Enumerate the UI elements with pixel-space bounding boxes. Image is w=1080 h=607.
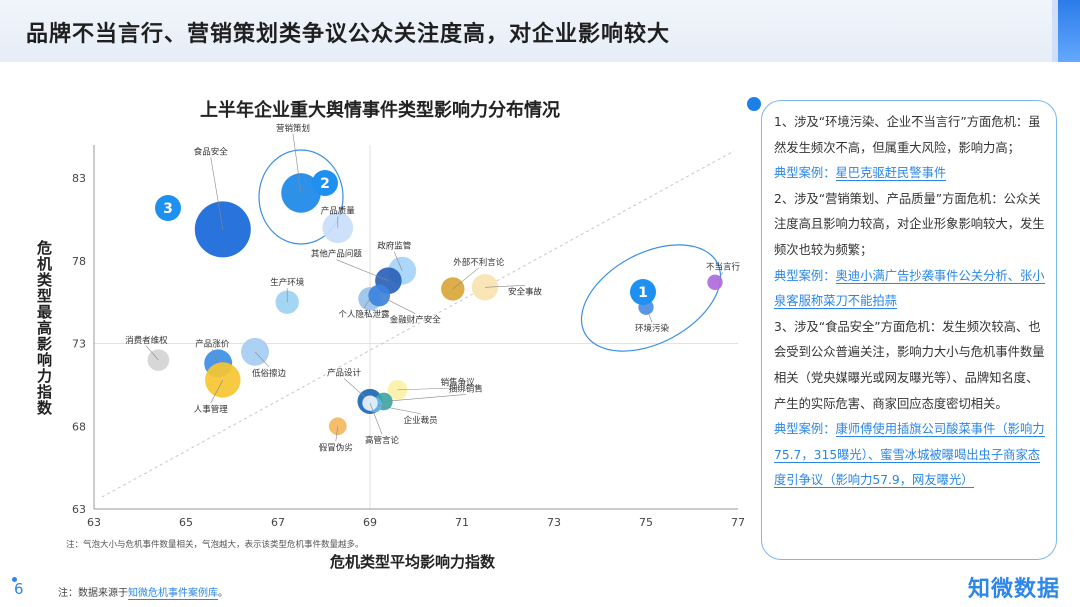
group-badge — [155, 195, 181, 221]
leader-line — [374, 404, 421, 415]
header-bar: 品牌不当言行、营销策划类争议公众关注度高，对企业影响较大 — [0, 0, 1080, 62]
brand-logo: 知微数据 — [968, 577, 1061, 602]
leader-line — [211, 349, 219, 364]
bubble-label: 产品涨价 — [195, 338, 230, 349]
x-tick-label: 77 — [731, 516, 745, 529]
group-badge-label: 2 — [320, 176, 330, 192]
x-axis-label: 危机类型平均影响力指数 — [330, 553, 496, 571]
panel-bullet-dot — [747, 97, 761, 111]
case-2-label: 典型案例： — [774, 268, 836, 283]
bubble-label: 金融财产安全 — [390, 315, 442, 326]
leader-line — [369, 403, 383, 435]
x-tick-label: 75 — [639, 516, 653, 529]
header-accent-light — [1052, 0, 1058, 62]
leader-line — [645, 307, 653, 323]
bubble-label: 产品设计 — [327, 367, 362, 378]
group-ellipse-1 — [580, 244, 722, 352]
x-tick-label: 63 — [87, 516, 101, 529]
analysis-point-1: 1、涉及“环境污染、企业不当言行”方面危机：虽然发生频次不高，但属重大风险，影响… — [774, 115, 1041, 155]
source-link[interactable]: 知微危机事件案例库 — [128, 588, 218, 600]
leader-line — [397, 387, 458, 391]
group-badge-label: 3 — [163, 201, 173, 217]
bubble-label: 生产环境 — [270, 277, 305, 288]
case-1-link[interactable]: 星巴克驱赶民警事件 — [835, 166, 947, 182]
y-tick-label: 68 — [72, 420, 86, 433]
leader-line — [393, 251, 403, 271]
case-1: 典型案例：星巴克驱赶民警事件 — [774, 161, 1046, 187]
y-tick-label: 73 — [72, 338, 86, 351]
bubble-label: 食品安全 — [194, 146, 229, 157]
leader-line — [335, 426, 339, 442]
page-number: 6 — [14, 580, 24, 598]
y-tick-label: 83 — [72, 172, 86, 185]
chart-footnote: 注：气泡大小与危机事件数量相关，气泡越大，表示该类型危机事件数量越多。 — [66, 540, 364, 550]
bubble — [471, 274, 499, 301]
bubble-label: 假冒伪劣 — [319, 442, 354, 453]
bubble-label: 企业裁员 — [404, 415, 438, 426]
group-ellipse-2 — [258, 149, 344, 245]
bubble — [387, 379, 408, 400]
bubble-label: 高管言论 — [365, 435, 400, 446]
analysis-text: 1、涉及“环境污染、企业不当言行”方面危机：虽然发生频次不高，但属重大风险，影响… — [774, 110, 1046, 494]
leader-line — [146, 345, 159, 361]
analysis-panel — [761, 100, 1057, 560]
case-2-link[interactable]: 奥迪小满广告抄袭事件公关分析、张小泉客服称菜刀不能拍蒜 — [774, 268, 1045, 310]
x-tick-label: 69 — [363, 516, 377, 529]
bubble-label: 政府监管 — [377, 241, 411, 252]
source-suffix: 。 — [218, 588, 228, 599]
case-2: 典型案例：奥迪小满广告抄袭事件公关分析、张小泉客服称菜刀不能拍蒜 — [774, 264, 1046, 315]
bubble-label: 人事管理 — [194, 404, 229, 415]
bubble-label: 环境污染 — [635, 323, 670, 334]
bubble-label: 个人隐私泄露 — [338, 309, 390, 320]
bubble-label: 捆绑销售 — [449, 383, 483, 394]
leader-line — [210, 157, 224, 230]
bubble — [441, 277, 465, 301]
case-3-label: 典型案例： — [774, 422, 836, 437]
leader-line — [292, 133, 302, 194]
y-tick-label: 63 — [72, 503, 86, 516]
bubble-label: 营销策划 — [276, 123, 310, 134]
bubble-label: 低俗擦边 — [252, 368, 287, 379]
bubble-label: 产品质量 — [321, 206, 356, 217]
bubble — [205, 362, 241, 398]
analysis-point-3: 3、涉及“食品安全”方面危机：发生频次较高、也会受到公众普遍关注，影响力大小与危… — [774, 319, 1045, 411]
leader-line — [336, 259, 389, 281]
bubble-label: 销售争议 — [441, 377, 476, 388]
y-axis-label: 危机类型最高影响力指数 — [35, 240, 53, 416]
group-badge — [630, 279, 656, 305]
page-dot — [12, 577, 17, 582]
bubble-label: 安全事故 — [508, 286, 543, 297]
bubble-label: 不当言行 — [706, 261, 741, 272]
bubble — [194, 201, 251, 258]
leader-line — [484, 284, 526, 288]
group-badge-label: 1 — [638, 285, 648, 301]
leader-line — [363, 298, 371, 309]
bubble-chart: 63 65 67 69 71 73 75 77 63 68 73 78 83 食品安全 营销策划产品质量政府… — [72, 123, 745, 529]
leader-line — [210, 379, 224, 404]
source-prefix: 注：数据来源于 — [58, 588, 128, 599]
leader-line — [379, 295, 416, 314]
leader-line — [452, 267, 479, 290]
case-1-label: 典型案例： — [774, 166, 836, 181]
case-3-link[interactable]: 康师傅使用插旗公司酸菜事件（影响力75.7，315曝光）、蜜雪冰城被曝喝出虫子商… — [774, 422, 1045, 489]
leader-line — [383, 394, 466, 402]
bubble-label: 其他产品问题 — [311, 249, 363, 260]
x-tick-label: 65 — [179, 516, 193, 529]
bubble-label: 外部不利言论 — [453, 257, 505, 268]
x-tick-label: 67 — [271, 516, 285, 529]
bubble-label: 消费者维权 — [125, 335, 168, 346]
y-tick-label: 78 — [72, 255, 86, 268]
source-note: 注：数据来源于知微危机事件案例库。 — [58, 584, 228, 600]
group-badge — [312, 170, 338, 196]
leader-line — [714, 272, 724, 283]
header-accent — [1058, 0, 1080, 62]
case-3: 典型案例：康师傅使用插旗公司酸菜事件（影响力75.7，315曝光）、蜜雪冰城被曝… — [774, 417, 1046, 494]
diagonal-trend-line — [101, 150, 735, 498]
leader-line — [254, 351, 270, 368]
x-tick-label: 73 — [547, 516, 561, 529]
page-title: 品牌不当言行、营销策划类争议公众关注度高，对企业影响较大 — [26, 22, 671, 47]
analysis-point-2: 2、涉及“营销策划、产品质量”方面危机：公众关注度高且影响力较高，对企业形象影响… — [774, 191, 1045, 257]
x-tick-label: 71 — [455, 516, 469, 529]
chart-title: 上半年企业重大舆情事件类型影响力分布情况 — [200, 100, 560, 121]
